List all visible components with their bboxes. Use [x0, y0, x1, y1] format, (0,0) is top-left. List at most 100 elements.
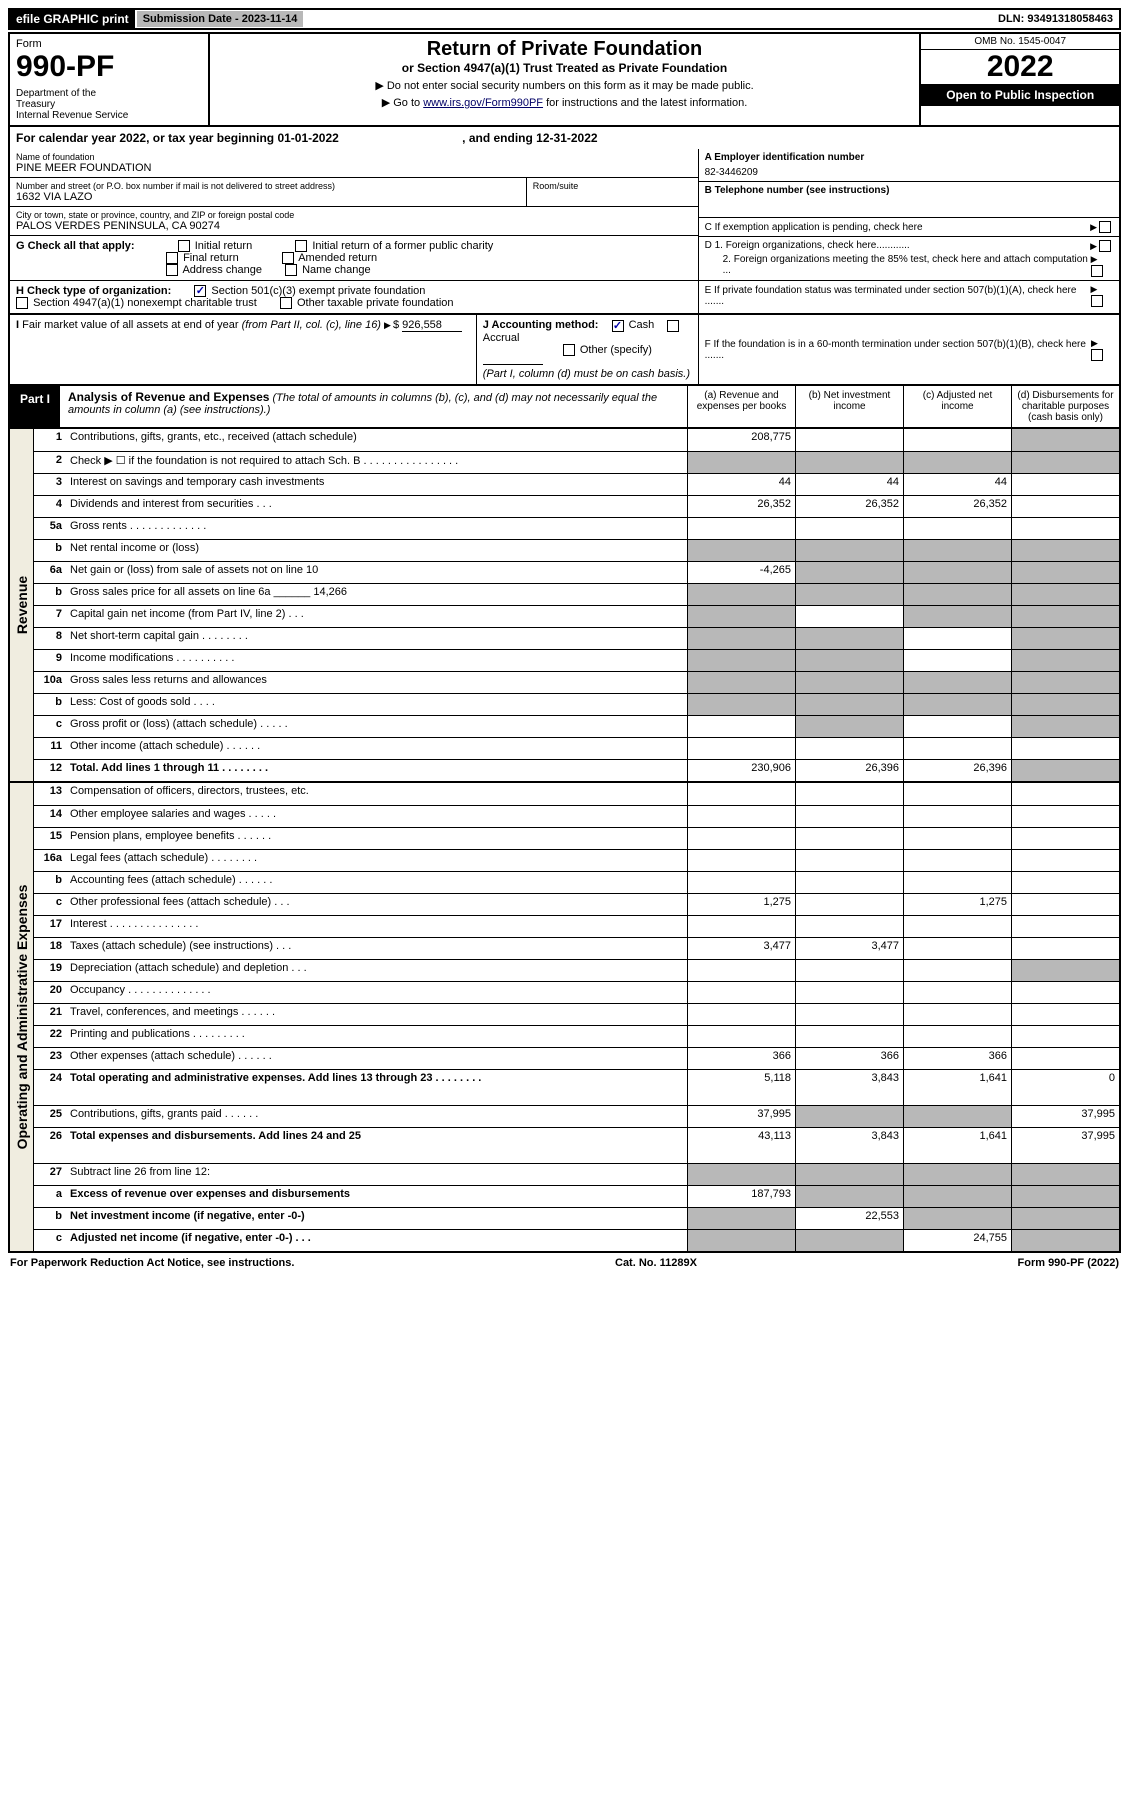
line-number: b — [34, 694, 66, 715]
cell-value — [903, 872, 1011, 893]
address: 1632 VIA LAZO — [16, 191, 520, 203]
cell-value — [903, 429, 1011, 451]
line-description: Depreciation (attach schedule) and deple… — [66, 960, 687, 981]
col-a: (a) Revenue and expenses per books — [687, 386, 795, 427]
line-description: Income modifications . . . . . . . . . . — [66, 650, 687, 671]
open-public: Open to Public Inspection — [921, 84, 1119, 106]
room-label: Room/suite — [533, 181, 692, 191]
cell-value — [687, 1208, 795, 1229]
cb-c[interactable] — [1099, 221, 1111, 233]
cb-amended[interactable] — [282, 252, 294, 264]
cell-value: 26,352 — [687, 496, 795, 517]
line-description: Net investment income (if negative, ente… — [66, 1208, 687, 1229]
line-description: Excess of revenue over expenses and disb… — [66, 1186, 687, 1207]
line-description: Dividends and interest from securities .… — [66, 496, 687, 517]
line-description: Adjusted net income (if negative, enter … — [66, 1230, 687, 1251]
cb-initial[interactable] — [178, 240, 190, 252]
form-link[interactable]: www.irs.gov/Form990PF — [423, 97, 543, 109]
cell-value — [903, 960, 1011, 981]
cell-value: 208,775 — [687, 429, 795, 451]
cb-name[interactable] — [285, 264, 297, 276]
cell-value — [687, 1004, 795, 1025]
tel-label: B Telephone number (see instructions) — [705, 185, 890, 196]
cb-f[interactable] — [1091, 349, 1103, 361]
cell-value — [1011, 916, 1119, 937]
line-description: Taxes (attach schedule) (see instruction… — [66, 938, 687, 959]
line-description: Travel, conferences, and meetings . . . … — [66, 1004, 687, 1025]
line-description: Occupancy . . . . . . . . . . . . . . — [66, 982, 687, 1003]
tax-year: 2022 — [921, 50, 1119, 84]
cell-value: 366 — [795, 1048, 903, 1069]
cb-4947[interactable] — [16, 297, 28, 309]
cell-value: 187,793 — [687, 1186, 795, 1207]
cb-e[interactable] — [1091, 295, 1103, 307]
cell-value: 0 — [1011, 1070, 1119, 1105]
cb-address[interactable] — [166, 264, 178, 276]
cell-value — [1011, 1026, 1119, 1047]
cell-value — [1011, 960, 1119, 981]
cell-value: 366 — [687, 1048, 795, 1069]
efile-label: efile GRAPHIC print — [10, 10, 135, 28]
cell-value — [795, 518, 903, 539]
cell-value — [687, 982, 795, 1003]
cb-final[interactable] — [166, 252, 178, 264]
cb-other-acct[interactable] — [563, 344, 575, 356]
line-description: Net rental income or (loss) — [66, 540, 687, 561]
line-description: Total expenses and disbursements. Add li… — [66, 1128, 687, 1163]
cb-other-tax[interactable] — [280, 297, 292, 309]
city-label: City or town, state or province, country… — [16, 210, 692, 220]
cell-value — [687, 628, 795, 649]
cb-accrual[interactable] — [667, 320, 679, 332]
cell-value — [903, 1208, 1011, 1229]
cell-value — [795, 916, 903, 937]
cell-value — [1011, 894, 1119, 915]
dln: DLN: 93491318058463 — [992, 11, 1119, 27]
line-description: Gross rents . . . . . . . . . . . . . — [66, 518, 687, 539]
expenses-table: Operating and Administrative Expenses 13… — [8, 783, 1121, 1253]
line-description: Printing and publications . . . . . . . … — [66, 1026, 687, 1047]
cell-value: 5,118 — [687, 1070, 795, 1105]
cell-value — [903, 783, 1011, 805]
cell-value — [687, 1230, 795, 1251]
cb-cash[interactable] — [612, 320, 624, 332]
cell-value: 3,477 — [795, 938, 903, 959]
form-word: Form — [16, 38, 202, 50]
cell-value — [903, 650, 1011, 671]
cell-value — [795, 960, 903, 981]
cell-value: 3,843 — [795, 1128, 903, 1163]
cb-501c3[interactable] — [194, 285, 206, 297]
cb-initial-former[interactable] — [295, 240, 307, 252]
c-label: C If exemption application is pending, c… — [705, 222, 923, 233]
e-label: E If private foundation status was termi… — [705, 285, 1091, 307]
cell-value: 1,275 — [903, 894, 1011, 915]
cell-value: 44 — [795, 474, 903, 495]
part1-header: Part I Analysis of Revenue and Expenses … — [8, 386, 1121, 429]
line-description: Compensation of officers, directors, tru… — [66, 783, 687, 805]
line-number: 16a — [34, 850, 66, 871]
form-header: Form 990-PF Department of theTreasuryInt… — [8, 32, 1121, 127]
cb-d1[interactable] — [1099, 240, 1111, 252]
footer-left: For Paperwork Reduction Act Notice, see … — [10, 1257, 294, 1269]
cell-value: 3,477 — [687, 938, 795, 959]
cell-value: 24,755 — [903, 1230, 1011, 1251]
line-description: Other employee salaries and wages . . . … — [66, 806, 687, 827]
d1-label: D 1. Foreign organizations, check here..… — [705, 240, 910, 252]
cb-d2[interactable] — [1091, 265, 1103, 277]
cell-value — [795, 850, 903, 871]
cell-value: 3,843 — [795, 1070, 903, 1105]
cell-value: 37,995 — [1011, 1106, 1119, 1127]
col-d: (d) Disbursements for charitable purpose… — [1011, 386, 1119, 427]
line-description: Pension plans, employee benefits . . . .… — [66, 828, 687, 849]
cell-value: 1,641 — [903, 1128, 1011, 1163]
page-footer: For Paperwork Reduction Act Notice, see … — [8, 1253, 1121, 1273]
cell-value — [795, 562, 903, 583]
cell-value — [795, 872, 903, 893]
line-description: Legal fees (attach schedule) . . . . . .… — [66, 850, 687, 871]
cell-value — [795, 783, 903, 805]
line-number: a — [34, 1186, 66, 1207]
cell-value — [903, 850, 1011, 871]
cell-value — [903, 738, 1011, 759]
cell-value — [795, 606, 903, 627]
cell-value — [687, 916, 795, 937]
line-description: Gross profit or (loss) (attach schedule)… — [66, 716, 687, 737]
